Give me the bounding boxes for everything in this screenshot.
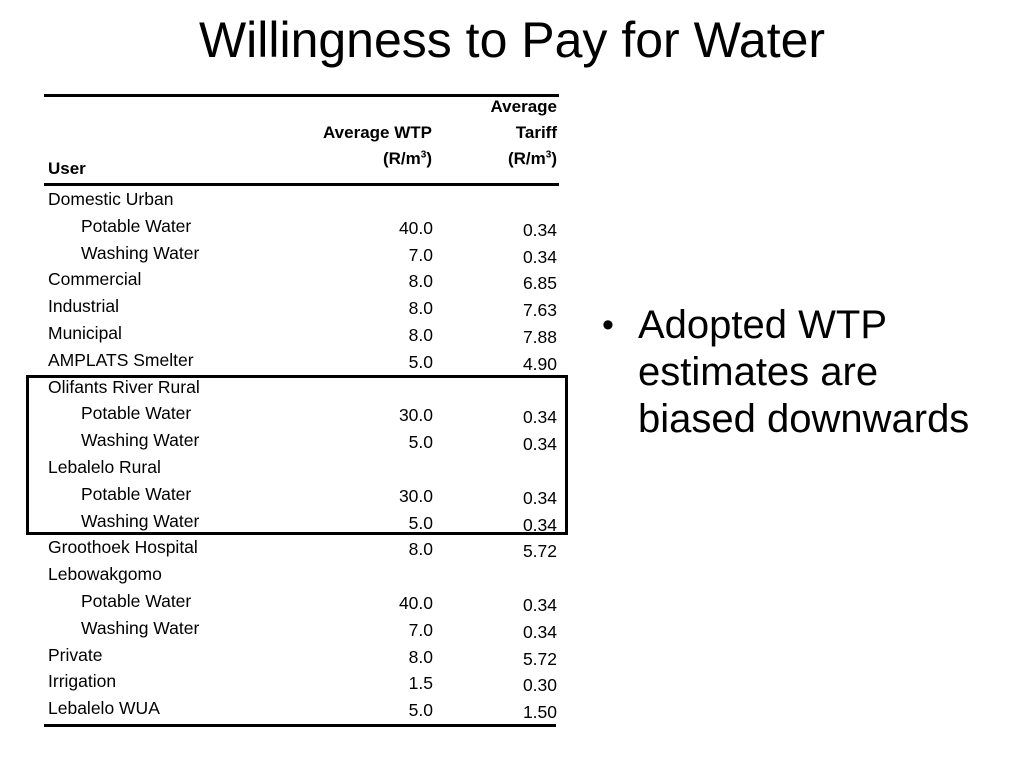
table-row: Potable Water 40.0 0.34 bbox=[44, 589, 559, 616]
bullet-dot-icon: • bbox=[602, 306, 614, 344]
header-user: User bbox=[48, 159, 86, 178]
cell-user: Olifants River Rural bbox=[48, 376, 200, 397]
header-tariff-line1: Average bbox=[490, 97, 557, 116]
header-average-tariff: Average Tariff (R/m3) bbox=[44, 94, 557, 172]
cell-average-wtp: 8.0 bbox=[408, 539, 433, 560]
table-row: Domestic Urban bbox=[44, 187, 559, 214]
cell-average-tariff: 1.50 bbox=[522, 702, 557, 723]
cell-average-wtp: 7.0 bbox=[408, 244, 433, 265]
cell-user: Industrial bbox=[48, 296, 120, 317]
cell-average-wtp: 7.0 bbox=[408, 619, 433, 640]
header-tariff-line3: (R/m3) bbox=[44, 146, 557, 172]
cell-average-tariff: 5.72 bbox=[522, 648, 557, 669]
cell-average-tariff: 0.34 bbox=[522, 487, 557, 508]
cell-user: Municipal bbox=[48, 322, 122, 343]
header-wtp-line2: (R/m3) bbox=[44, 146, 432, 172]
cell-user: Washing Water bbox=[81, 510, 200, 531]
cell-user: Lebalelo WUA bbox=[48, 698, 160, 719]
table-top-rule bbox=[44, 94, 559, 97]
table-row: Municipal 8.0 7.88 bbox=[44, 321, 559, 348]
cell-average-wtp: 5.0 bbox=[408, 351, 433, 372]
cell-user: Lebalelo Rural bbox=[48, 456, 161, 477]
header-wtp-close: ) bbox=[426, 149, 432, 168]
cell-user: Potable Water bbox=[81, 590, 192, 611]
table-row: Potable Water 30.0 0.34 bbox=[44, 482, 559, 509]
cell-user: Private bbox=[48, 644, 103, 665]
cell-average-tariff: 0.34 bbox=[522, 407, 557, 428]
header-wtp-sup: 3 bbox=[420, 149, 427, 161]
cell-user: Potable Water bbox=[81, 483, 192, 504]
cell-average-tariff: 7.88 bbox=[522, 326, 557, 347]
table-row: Private 8.0 5.72 bbox=[44, 643, 559, 670]
table-row: Irrigation 1.5 0.30 bbox=[44, 669, 559, 696]
table-header-rule bbox=[44, 183, 559, 186]
cell-user: AMPLATS Smelter bbox=[48, 349, 194, 370]
table-row: Groothoek Hospital 8.0 5.72 bbox=[44, 535, 559, 562]
cell-average-wtp: 5.0 bbox=[408, 512, 433, 533]
cell-average-tariff: 0.34 bbox=[522, 514, 557, 535]
cell-user: Groothoek Hospital bbox=[48, 537, 198, 558]
table-row: Potable Water 40.0 0.34 bbox=[44, 214, 559, 241]
cell-average-tariff: 0.34 bbox=[522, 246, 557, 267]
table-bottom-rule bbox=[44, 724, 556, 727]
cell-average-wtp: 30.0 bbox=[398, 485, 433, 506]
header-wtp-unit: (R/m bbox=[382, 149, 421, 168]
table-body: Domestic Urban Potable Water 40.0 0.34 Washi… bbox=[44, 187, 559, 723]
cell-user: Potable Water bbox=[81, 403, 192, 424]
cell-user: Lebowakgomo bbox=[48, 564, 162, 585]
rural-highlight-box bbox=[26, 375, 568, 535]
cell-average-wtp: 40.0 bbox=[398, 217, 433, 238]
cell-average-tariff: 6.85 bbox=[522, 273, 557, 294]
header-tariff-close: ) bbox=[551, 149, 557, 168]
cell-user: Domestic Urban bbox=[48, 189, 174, 209]
header-tariff-sup: 3 bbox=[545, 149, 552, 161]
header-tariff-unit: (R/m bbox=[507, 149, 546, 168]
cell-average-tariff: 0.34 bbox=[522, 621, 557, 642]
table-row: Washing Water 7.0 0.34 bbox=[44, 241, 559, 268]
cell-user: Washing Water bbox=[81, 617, 200, 638]
bullet-item: • Adopted WTP estimates are biased downwa… bbox=[596, 302, 1006, 443]
cell-user: Commercial bbox=[48, 269, 142, 290]
header-average-wtp: Average WTP (R/m3) bbox=[44, 120, 432, 172]
table-row: Lebowakgomo bbox=[44, 562, 559, 589]
cell-average-tariff: 7.63 bbox=[522, 300, 557, 321]
cell-average-wtp: 1.5 bbox=[408, 673, 433, 694]
header-tariff-line2: Tariff bbox=[515, 123, 557, 142]
cell-average-wtp: 40.0 bbox=[398, 592, 433, 613]
cell-average-wtp: 8.0 bbox=[408, 271, 433, 292]
table-row: Potable Water 30.0 0.34 bbox=[44, 401, 559, 428]
slide-title: Willingness to Pay for Water bbox=[198, 12, 826, 68]
table-row: Lebalelo WUA 5.0 1.50 bbox=[44, 696, 559, 723]
table-row: AMPLATS Smelter 5.0 4.90 bbox=[44, 348, 559, 375]
cell-average-tariff: 5.72 bbox=[522, 541, 557, 562]
cell-average-wtp: 5.0 bbox=[408, 700, 433, 721]
table-row: Commercial 8.0 6.85 bbox=[44, 267, 559, 294]
bullet-text: Adopted WTP estimates are biased downwar… bbox=[638, 303, 970, 441]
cell-average-tariff: 4.90 bbox=[522, 353, 557, 374]
cell-average-wtp: 5.0 bbox=[408, 432, 433, 453]
table-row: Washing Water 5.0 0.34 bbox=[44, 428, 559, 455]
table-row: Lebalelo Rural bbox=[44, 455, 559, 482]
cell-user: Irrigation bbox=[48, 671, 117, 692]
cell-average-tariff: 0.34 bbox=[522, 219, 557, 240]
cell-average-tariff: 0.30 bbox=[522, 675, 557, 696]
cell-average-wtp: 30.0 bbox=[398, 405, 433, 426]
table-row: Washing Water 5.0 0.34 bbox=[44, 509, 559, 536]
table-row: Washing Water 7.0 0.34 bbox=[44, 616, 559, 643]
cell-user: Washing Water bbox=[81, 430, 200, 451]
table-row: Olifants River Rural bbox=[44, 375, 559, 402]
cell-average-wtp: 8.0 bbox=[408, 646, 433, 667]
cell-average-tariff: 0.34 bbox=[522, 594, 557, 615]
table-row: Industrial 8.0 7.63 bbox=[44, 294, 559, 321]
cell-user: Washing Water bbox=[81, 242, 200, 263]
header-wtp-line1: Average WTP bbox=[323, 123, 432, 142]
cell-average-tariff: 0.34 bbox=[522, 434, 557, 455]
cell-average-wtp: 8.0 bbox=[408, 324, 433, 345]
cell-average-wtp: 8.0 bbox=[408, 298, 433, 319]
cell-user: Potable Water bbox=[81, 215, 192, 236]
bullet-list: • Adopted WTP estimates are biased downwa… bbox=[596, 302, 1006, 443]
